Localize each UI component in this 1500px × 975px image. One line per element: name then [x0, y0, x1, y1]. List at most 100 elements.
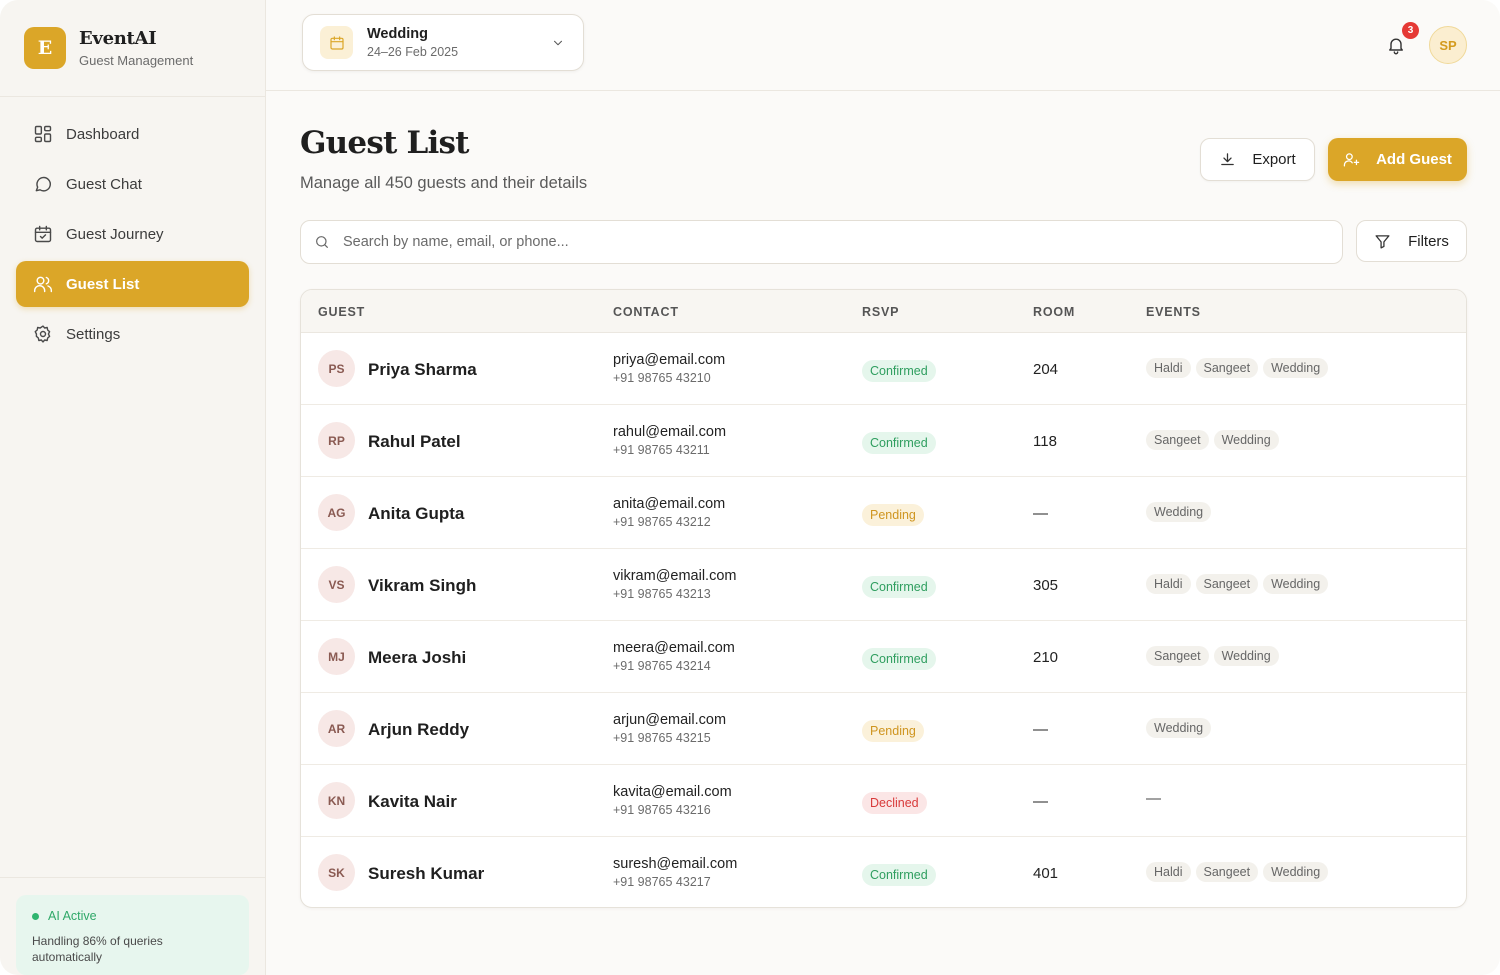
brand-subtitle: Guest Management: [79, 53, 194, 68]
sidebar-item-label: Guest List: [66, 275, 140, 293]
user-avatar[interactable]: SP: [1429, 26, 1467, 64]
event-chips: Sangeet Wedding: [1146, 646, 1284, 666]
guest-name[interactable]: Priya Sharma: [368, 360, 477, 379]
event-selector[interactable]: Wedding 24–26 Feb 2025: [302, 14, 584, 71]
event-chips: Haldi Sangeet Wedding: [1146, 358, 1333, 378]
guest-avatar: AR: [318, 710, 355, 747]
table-row[interactable]: AG Anita Gupta anita@email.com +91 98765 43…: [301, 477, 1466, 549]
guest-name[interactable]: Rahul Patel: [368, 432, 461, 451]
dashboard-icon: [34, 125, 52, 143]
column-header-contact[interactable]: CONTACT: [613, 305, 679, 319]
rsvp-status-badge: Pending: [862, 504, 924, 526]
filters-label: Filters: [1408, 232, 1449, 250]
sidebar-item-guest-chat[interactable]: Guest Chat: [16, 161, 249, 207]
guest-name[interactable]: Vikram Singh: [368, 576, 477, 595]
sidebar-item-guest-journey[interactable]: Guest Journey: [16, 211, 249, 257]
table-row[interactable]: PS Priya Sharma priya@email.com +91 98765 4…: [301, 333, 1466, 405]
event-chip: Wedding: [1263, 574, 1329, 594]
event-chip: Wedding: [1213, 430, 1279, 450]
event-chip: Sangeet: [1195, 862, 1259, 882]
event-chip: Wedding: [1213, 646, 1279, 666]
room-number: 118: [1033, 433, 1057, 450]
rsvp-status-badge: Confirmed: [862, 864, 936, 886]
table-header: GUEST CONTACT RSVP ROOM EVENTS: [301, 290, 1466, 333]
filter-icon: [1375, 234, 1390, 249]
export-button[interactable]: Export: [1200, 138, 1315, 181]
guest-name[interactable]: Meera Joshi: [368, 648, 467, 667]
guest-phone: +91 98765 43210: [613, 371, 711, 385]
event-name: Wedding: [367, 26, 428, 42]
rsvp-status-badge: Confirmed: [862, 576, 936, 598]
user-plus-icon: [1343, 153, 1360, 167]
sidebar-item-label: Guest Chat: [66, 175, 142, 193]
guest-name[interactable]: Kavita Nair: [368, 792, 457, 811]
guest-email[interactable]: suresh@email.com: [613, 856, 738, 872]
search-input[interactable]: [343, 234, 1323, 250]
rsvp-status-badge: Confirmed: [862, 432, 936, 454]
event-chips: Haldi Sangeet Wedding: [1146, 862, 1333, 882]
column-header-events[interactable]: EVENTS: [1146, 305, 1201, 319]
sidebar-item-label: Settings: [66, 325, 121, 343]
column-header-room[interactable]: ROOM: [1033, 305, 1076, 319]
event-chip: Haldi: [1146, 358, 1191, 378]
rsvp-status-badge: Declined: [862, 792, 927, 814]
guest-name[interactable]: Suresh Kumar: [368, 864, 485, 883]
users-icon: [33, 276, 53, 293]
events-empty: —: [1146, 790, 1161, 807]
table-row[interactable]: AR Arjun Reddy arjun@email.com +91 98765 43…: [301, 693, 1466, 765]
page-subtitle: Manage all 450 guests and their details: [300, 174, 588, 192]
chevron-down-icon: [553, 40, 563, 46]
column-header-rsvp[interactable]: RSVP: [862, 305, 900, 319]
guest-avatar: VS: [318, 566, 355, 603]
guest-name[interactable]: Anita Gupta: [368, 504, 465, 523]
sidebar-item-dashboard[interactable]: Dashboard: [16, 111, 249, 157]
room-number: —: [1033, 793, 1048, 810]
calendar-check-icon: [34, 225, 52, 243]
guest-name[interactable]: Arjun Reddy: [368, 720, 470, 739]
event-chips: Sangeet Wedding: [1146, 430, 1284, 450]
status-dot-icon: [32, 912, 39, 920]
table-row[interactable]: VS Vikram Singh vikram@email.com +91 98765 …: [301, 549, 1466, 621]
table-row[interactable]: SK Suresh Kumar suresh@email.com +91 98765 …: [301, 837, 1466, 907]
event-chip: Haldi: [1146, 574, 1191, 594]
guest-phone: +91 98765 43212: [613, 515, 711, 529]
ai-status-card: AI Active Handling 86% of queries automa…: [16, 895, 249, 975]
guest-email[interactable]: arjun@email.com: [613, 712, 727, 728]
room-number: 401: [1033, 865, 1059, 882]
table-row[interactable]: RP Rahul Patel rahul@email.com +91 98765 43…: [301, 405, 1466, 477]
event-chip: Wedding: [1263, 358, 1329, 378]
guest-phone: +91 98765 43211: [613, 443, 710, 457]
guest-email[interactable]: kavita@email.com: [613, 784, 732, 800]
notification-badge: 3: [1402, 22, 1419, 39]
guest-email[interactable]: priya@email.com: [613, 352, 726, 368]
add-guest-button[interactable]: Add Guest: [1328, 138, 1467, 181]
bell-icon[interactable]: [1386, 35, 1406, 55]
brand-logo: E: [24, 27, 66, 69]
guest-email[interactable]: rahul@email.com: [613, 424, 727, 440]
guest-phone: +91 98765 43214: [613, 659, 711, 673]
ai-status-note: Handling 86% of queries automatically: [32, 934, 163, 964]
sidebar-item-settings[interactable]: Settings: [16, 311, 249, 357]
ai-status-label: AI Active: [48, 909, 97, 923]
guest-phone: +91 98765 43217: [613, 875, 711, 889]
column-header-guest[interactable]: GUEST: [318, 305, 366, 319]
guest-email[interactable]: meera@email.com: [613, 640, 735, 656]
sidebar-item-guest-list[interactable]: Guest List: [16, 261, 249, 307]
guest-avatar: AG: [318, 494, 355, 531]
table-row[interactable]: KN Kavita Nair kavita@email.com +91 98765 4…: [301, 765, 1466, 837]
guest-avatar: MJ: [318, 638, 355, 675]
guest-table: GUEST CONTACT RSVP ROOM EVENTS PS Priya S…: [300, 289, 1467, 908]
event-chips: Wedding: [1146, 502, 1216, 522]
event-chips: —: [1146, 790, 1161, 807]
table-row[interactable]: MJ Meera Joshi meera@email.com +91 98765 43…: [301, 621, 1466, 693]
event-chips: Wedding: [1146, 718, 1216, 738]
event-chip: Wedding: [1146, 718, 1212, 738]
event-chip: Sangeet: [1146, 646, 1209, 666]
filters-button[interactable]: Filters: [1356, 220, 1467, 262]
sidebar: E EventAI Guest Management Dashboard Gue…: [0, 0, 266, 975]
guest-email[interactable]: vikram@email.com: [613, 568, 737, 584]
guest-email[interactable]: anita@email.com: [613, 496, 726, 512]
event-chip: Sangeet: [1195, 358, 1259, 378]
brand: E EventAI Guest Management: [0, 0, 265, 97]
rsvp-status-badge: Pending: [862, 720, 924, 742]
